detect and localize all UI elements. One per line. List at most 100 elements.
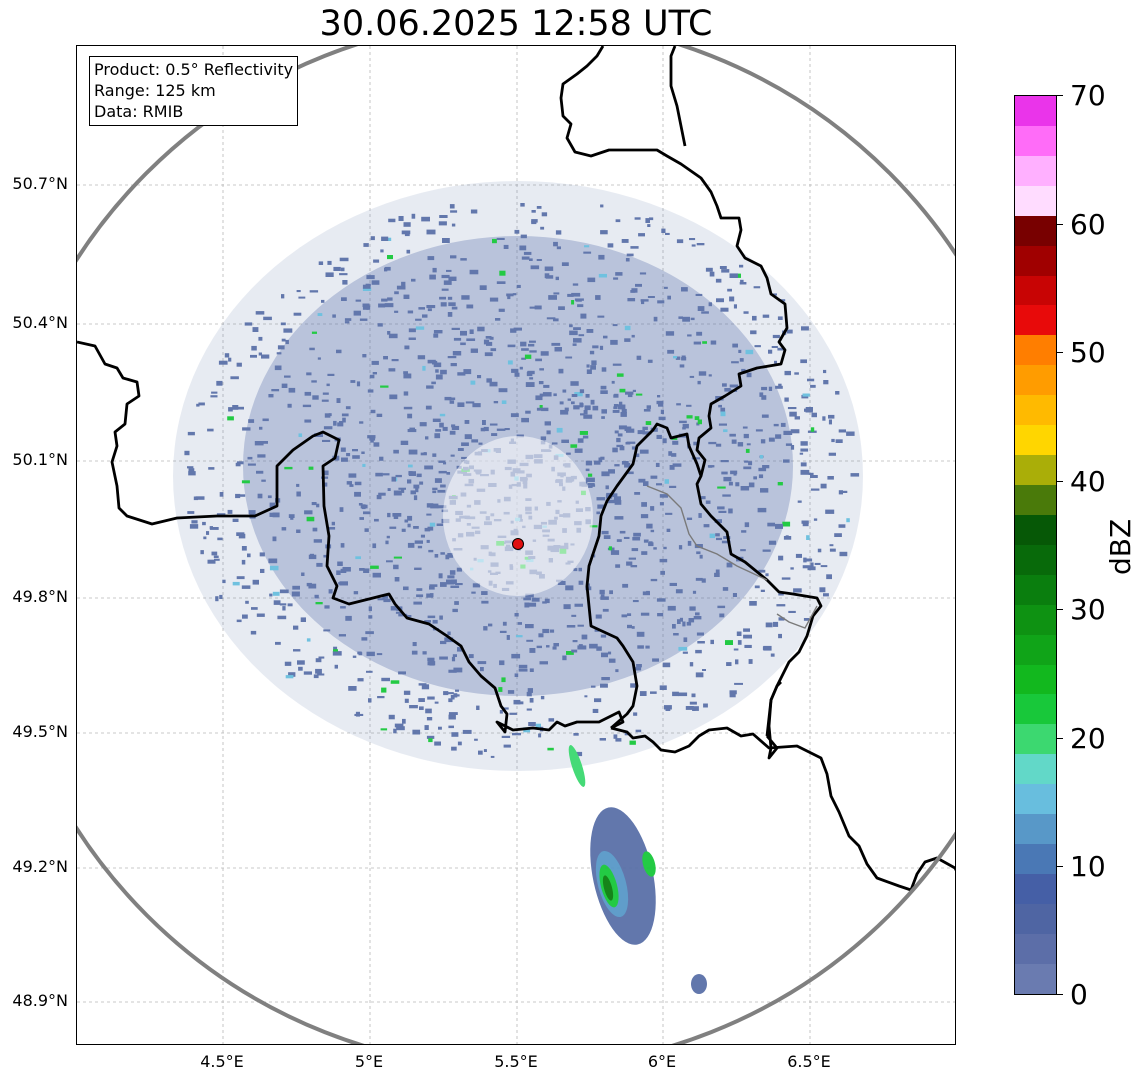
echo-pixel — [596, 646, 602, 651]
echo-pixel — [689, 375, 695, 378]
echo-pixel — [490, 755, 495, 758]
echo-pixel — [784, 370, 791, 376]
echo-pixel — [753, 476, 757, 480]
echo-pixel — [643, 539, 649, 543]
echo-pixel — [593, 460, 601, 465]
echo-pixel — [746, 372, 752, 378]
echo-pixel — [272, 536, 277, 542]
country-borders — [77, 46, 955, 892]
echo-pixel — [471, 439, 479, 443]
echo-pixel — [387, 488, 391, 491]
echo-pixel — [838, 429, 846, 433]
echo-pixel — [385, 540, 389, 545]
echo-pixel — [332, 651, 342, 656]
colorbar-tick-mark — [1057, 609, 1063, 610]
echo-pixel — [521, 357, 527, 360]
echo-pixel — [708, 374, 712, 377]
echo-pixel — [752, 315, 757, 321]
echo-pixel — [352, 455, 360, 459]
echo-pixel — [829, 548, 836, 552]
echo-pixel — [613, 277, 619, 280]
echo-pixel — [228, 357, 232, 362]
colorbar-segment — [1015, 814, 1056, 845]
echo-pixel — [641, 299, 645, 305]
echo-pixel — [442, 426, 448, 431]
echo-pixel — [626, 253, 634, 257]
echo-pixel — [583, 251, 592, 254]
echo-pixel — [781, 577, 791, 580]
echo-pixel — [677, 619, 681, 624]
colorbar-tick-label: 0 — [1070, 978, 1088, 1011]
echo-pixel — [768, 349, 773, 354]
echo-pixel — [810, 475, 818, 478]
echo-pixel — [800, 359, 807, 364]
echo-pixel — [428, 738, 433, 743]
echo-pixel — [635, 283, 642, 287]
echo-pixel — [361, 504, 366, 510]
echo-pixel — [311, 502, 317, 506]
echo-pixel — [686, 415, 693, 419]
echo-pixel — [216, 380, 223, 386]
echo-pixel — [555, 276, 559, 281]
echo-pixel — [426, 385, 434, 389]
echo-pixel — [630, 290, 636, 293]
echo-pixel — [446, 579, 455, 585]
echo-pixel — [417, 355, 426, 360]
echo-pixel — [729, 690, 737, 695]
radar-map[interactable] — [76, 45, 956, 1045]
echo-pixel — [284, 466, 293, 470]
echo-pixel — [444, 637, 454, 643]
echo-pixel — [447, 356, 457, 359]
echo-pixel — [427, 359, 436, 364]
echo-pixel — [621, 461, 629, 465]
echo-pixel — [510, 328, 517, 333]
colorbar-segment — [1015, 963, 1056, 994]
echo-pixel — [689, 662, 694, 667]
echo-pixel — [630, 565, 638, 568]
echo-pixel — [451, 425, 460, 430]
echo-pixel — [578, 334, 585, 337]
echo-pixel — [404, 519, 409, 523]
echo-pixel — [605, 485, 609, 490]
echo-pixel — [393, 490, 402, 496]
echo-pixel — [275, 641, 281, 645]
echo-pixel — [342, 280, 348, 285]
echo-pixel — [273, 600, 281, 605]
echo-pixel — [793, 588, 802, 593]
echo-pixel — [387, 297, 393, 301]
echo-pixel — [381, 677, 390, 682]
echo-pixel — [665, 232, 670, 235]
echo-pixel — [659, 502, 664, 506]
echo-pixel — [635, 729, 642, 733]
echo-pixel — [282, 606, 286, 611]
echo-pixel — [241, 585, 251, 589]
echo-pixel — [721, 269, 730, 273]
echo-pixel — [232, 405, 239, 410]
echo-pixel — [572, 343, 577, 346]
echo-pixel — [470, 209, 478, 214]
echo-pixel — [757, 507, 767, 513]
echo-pixel — [831, 438, 835, 443]
echo-pixel — [697, 306, 705, 311]
echo-pixel — [250, 354, 257, 358]
echo-pixel — [594, 698, 602, 703]
echo-pixel — [551, 442, 558, 445]
echo-pixel — [596, 511, 600, 515]
echo-pixel — [580, 413, 585, 416]
echo-pixel — [691, 244, 696, 247]
echo-pixel — [361, 637, 368, 641]
echo-pixel — [427, 696, 435, 700]
echo-pixel — [455, 689, 459, 692]
echo-pixel — [291, 591, 300, 597]
echo-pixel — [650, 578, 658, 582]
echo-pixel — [388, 218, 396, 223]
echo-pixel — [531, 597, 540, 602]
echo-pixel — [451, 656, 456, 662]
echo-pixel — [342, 417, 346, 423]
echo-pixel — [805, 407, 813, 412]
echo-pixel — [427, 256, 435, 261]
echo-pixel — [451, 579, 457, 584]
echo-pixel — [559, 401, 564, 405]
echo-pixel — [401, 230, 411, 235]
lat-tick-label: 50.7°N — [12, 174, 68, 193]
